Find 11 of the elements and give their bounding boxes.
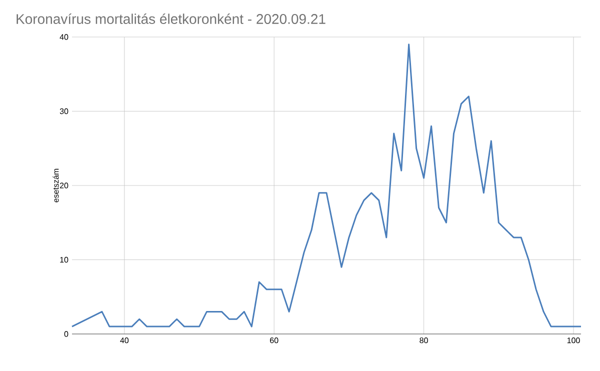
y-tick-label: 10 (60, 256, 68, 263)
y-tick-label: 30 (60, 108, 68, 114)
x-tick-label: 100 (567, 338, 580, 344)
x-tick-label: 80 (420, 338, 428, 344)
y-tick-label: 40 (60, 34, 68, 40)
x-tick-label: 40 (120, 338, 129, 344)
y-axis-title: esetszám (52, 168, 59, 202)
y-tick-label: 20 (60, 182, 68, 188)
y-tick-label: 0 (64, 331, 68, 337)
x-tick-label: 60 (270, 338, 278, 344)
chart-title: Koronavírus mortalitás életkoronként - 2020.09.21 (16, 14, 326, 24)
